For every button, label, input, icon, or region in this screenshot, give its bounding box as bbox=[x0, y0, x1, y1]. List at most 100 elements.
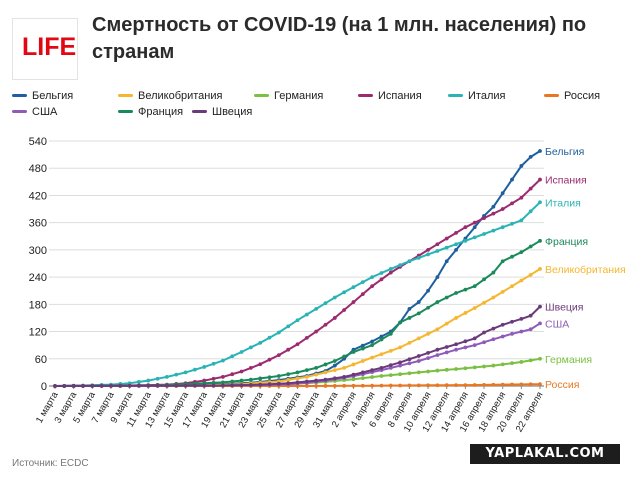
legend-label: Россия bbox=[564, 90, 601, 102]
data-point bbox=[276, 382, 281, 387]
data-point bbox=[62, 384, 67, 388]
y-tick-label: 0 bbox=[41, 381, 47, 393]
data-point bbox=[426, 350, 430, 355]
data-point bbox=[388, 383, 393, 388]
data-point bbox=[351, 285, 356, 289]
series-line bbox=[55, 239, 541, 387]
legend-swatch bbox=[12, 109, 27, 113]
data-point bbox=[248, 345, 253, 350]
series-line bbox=[54, 201, 541, 387]
data-point bbox=[398, 320, 402, 325]
end-label: Бельгия bbox=[545, 146, 584, 158]
data-point bbox=[491, 204, 496, 209]
data-point bbox=[482, 213, 486, 218]
data-point bbox=[230, 381, 235, 386]
data-point bbox=[183, 370, 188, 375]
x-tick-label: 8 апреля bbox=[386, 390, 415, 430]
x-tick-label: 12 апреля bbox=[421, 390, 453, 434]
data-point bbox=[538, 149, 542, 153]
data-point bbox=[230, 379, 235, 384]
data-point bbox=[220, 358, 225, 363]
data-point bbox=[360, 383, 365, 388]
data-point bbox=[538, 304, 542, 309]
legend-label: Великобритания bbox=[138, 90, 223, 102]
data-point bbox=[193, 380, 197, 384]
data-point bbox=[407, 306, 412, 311]
data-point bbox=[211, 376, 216, 381]
data-point bbox=[528, 154, 533, 159]
data-point bbox=[62, 384, 67, 388]
y-tick-label: 540 bbox=[29, 136, 47, 148]
y-tick-label: 180 bbox=[29, 299, 47, 311]
data-point bbox=[165, 383, 169, 388]
data-point bbox=[463, 236, 468, 241]
data-point bbox=[137, 383, 141, 388]
data-point bbox=[528, 358, 533, 363]
end-label: Швеция bbox=[545, 302, 584, 314]
data-point bbox=[454, 383, 458, 388]
data-point bbox=[426, 331, 430, 336]
legend-item: Франция bbox=[118, 106, 183, 118]
x-tick-label: 22 апреля bbox=[514, 390, 546, 434]
end-label: Германия bbox=[545, 354, 592, 366]
data-point bbox=[426, 305, 430, 310]
data-point bbox=[109, 383, 113, 388]
legend-item: Италия bbox=[448, 90, 505, 102]
data-point bbox=[314, 371, 319, 376]
y-tick-label: 300 bbox=[29, 245, 47, 257]
series-line bbox=[55, 305, 541, 387]
data-point bbox=[500, 191, 505, 196]
data-point bbox=[258, 340, 263, 345]
data-point bbox=[220, 382, 225, 387]
data-point bbox=[62, 384, 67, 388]
data-point bbox=[193, 383, 197, 388]
data-point bbox=[286, 382, 291, 387]
data-point bbox=[444, 245, 449, 250]
data-point bbox=[193, 383, 197, 388]
data-point bbox=[174, 383, 179, 388]
data-point bbox=[127, 383, 132, 388]
data-point bbox=[276, 384, 281, 388]
data-point bbox=[220, 383, 225, 388]
data-point bbox=[71, 384, 76, 388]
data-point bbox=[388, 365, 393, 370]
data-point bbox=[174, 382, 179, 387]
data-point bbox=[314, 384, 319, 388]
legend-item: США bbox=[12, 106, 57, 118]
data-point bbox=[416, 300, 421, 304]
data-point bbox=[81, 383, 85, 388]
data-point bbox=[500, 259, 505, 264]
data-point bbox=[323, 384, 328, 388]
data-point bbox=[286, 381, 291, 386]
data-point bbox=[407, 383, 412, 388]
data-point bbox=[500, 362, 505, 367]
x-tick-label: 7 марта bbox=[90, 389, 117, 425]
data-point bbox=[444, 350, 449, 355]
data-point bbox=[202, 383, 207, 388]
series-Швеция bbox=[53, 304, 542, 388]
data-point bbox=[146, 384, 151, 388]
data-point bbox=[370, 343, 375, 348]
data-point bbox=[304, 312, 309, 317]
legend-swatch bbox=[544, 93, 559, 97]
data-point bbox=[370, 375, 375, 379]
data-point bbox=[99, 383, 104, 388]
data-point bbox=[398, 263, 402, 267]
data-point bbox=[267, 382, 272, 387]
data-point bbox=[482, 232, 486, 236]
legend-label: Германия bbox=[274, 90, 324, 102]
data-point bbox=[426, 247, 430, 252]
legend-label: Италия bbox=[468, 90, 506, 102]
data-point bbox=[351, 350, 356, 354]
data-point bbox=[239, 383, 244, 388]
data-point bbox=[230, 383, 235, 388]
data-point bbox=[295, 375, 300, 380]
data-point bbox=[183, 383, 188, 388]
data-point bbox=[53, 384, 57, 388]
data-point bbox=[109, 383, 113, 388]
data-point bbox=[276, 378, 281, 383]
legend-item: Германия bbox=[254, 90, 323, 102]
data-point bbox=[53, 384, 57, 388]
data-point bbox=[388, 270, 393, 275]
